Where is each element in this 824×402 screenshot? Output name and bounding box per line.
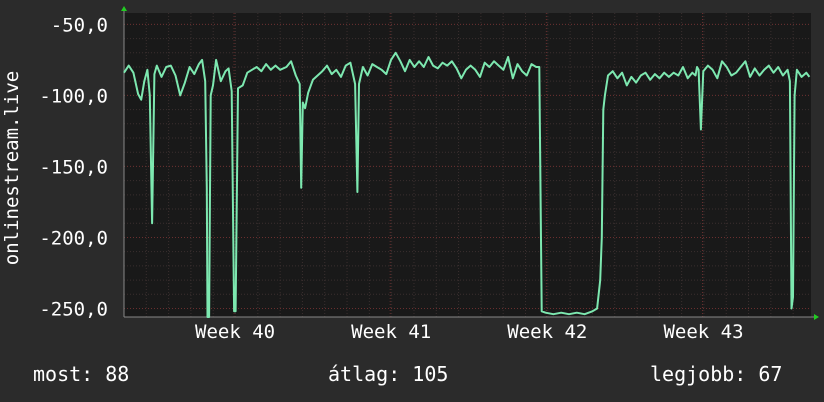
- series-line: [123, 51, 811, 318]
- x-tick-label: Week 40: [195, 321, 275, 343]
- stat-current: most: 88: [33, 362, 130, 386]
- stat-best: legjobb: 67: [650, 362, 783, 386]
- stat-average: átlag: 105: [328, 362, 449, 386]
- x-tick-label: Week 42: [507, 321, 587, 343]
- x-tick-label: Week 43: [663, 321, 743, 343]
- plot-background: [124, 13, 811, 317]
- y-tick-label: -150,0: [39, 156, 108, 178]
- series-group: [123, 51, 811, 318]
- x-tick-label: Week 41: [351, 321, 431, 343]
- y-axis-label: onlinestream.live: [1, 71, 23, 265]
- y-tick-label: -200,0: [39, 227, 108, 249]
- y-axis-arrow-icon: [121, 6, 127, 11]
- y-tick-label: -50,0: [51, 14, 108, 36]
- y-axis: -50,0 -100,0 -150,0 -200,0 -250,0: [39, 6, 127, 320]
- y-tick-label: -250,0: [39, 298, 108, 320]
- y-tick-label: -100,0: [39, 85, 108, 107]
- x-axis-arrow-icon: [814, 314, 819, 320]
- x-axis: Week 40 Week 41 Week 42 Week 43: [124, 314, 819, 343]
